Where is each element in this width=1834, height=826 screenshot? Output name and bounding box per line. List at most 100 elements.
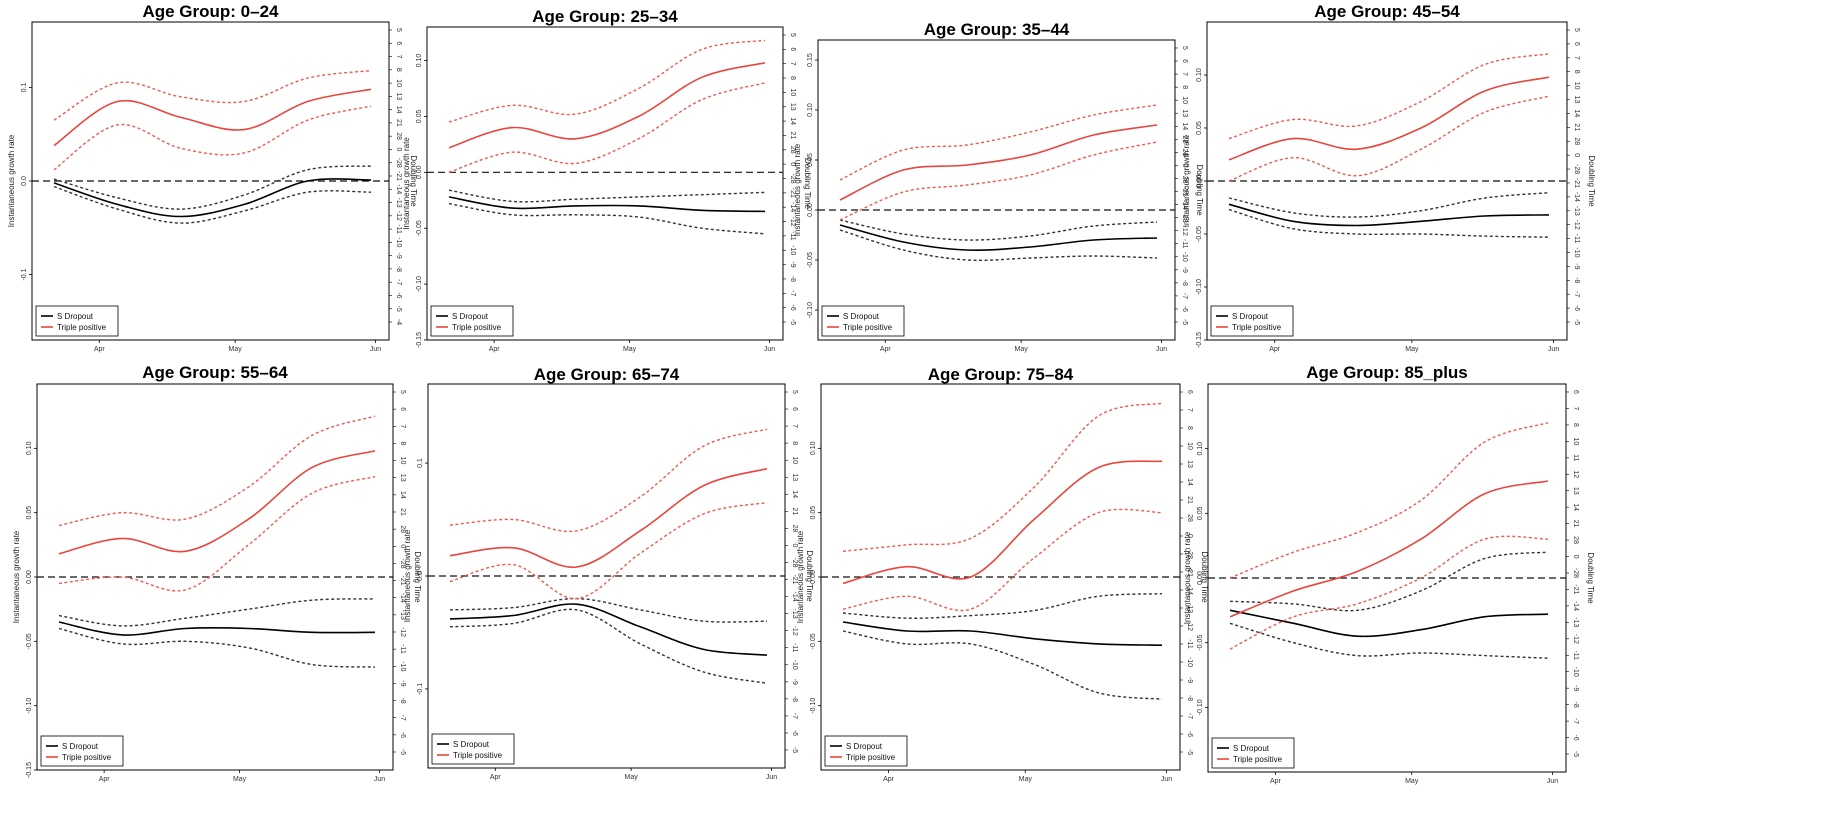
y2-tick-label: 7 xyxy=(395,55,402,59)
y2-tick-label: 28 xyxy=(399,525,406,533)
y2-tick-label: 21 xyxy=(789,132,796,140)
series-line xyxy=(842,460,1163,585)
y2-tick-label: -8 xyxy=(1186,695,1193,701)
legend-label: S Dropout xyxy=(846,742,883,751)
y2-tick-label: 13 xyxy=(395,92,402,100)
legend-box xyxy=(430,305,514,337)
legend-box xyxy=(821,305,905,337)
y2-tick-label: 0 xyxy=(1572,555,1579,559)
y2-tick-label: 10 xyxy=(1181,96,1188,104)
y2-tick-label: -14 xyxy=(791,592,798,602)
legend-box xyxy=(1211,737,1295,769)
series-ci-lower-line xyxy=(53,105,372,171)
legend-label: S Dropout xyxy=(62,742,99,751)
y2-tick-label: -14 xyxy=(1572,601,1579,611)
y2-axis-label: Doubling Time xyxy=(1586,552,1595,604)
y2-tick-label: -12 xyxy=(1181,226,1188,236)
y2-tick-label: -12 xyxy=(1186,621,1193,631)
series-ci-upper-line xyxy=(1228,192,1550,218)
y2-tick-label: -8 xyxy=(789,276,796,282)
series-ci-upper-line xyxy=(448,39,766,123)
y2-tick-label: -8 xyxy=(791,696,798,702)
y2-tick-label: 5 xyxy=(395,28,402,32)
y2-tick-label: -12 xyxy=(1572,634,1579,644)
y2-tick-label: -7 xyxy=(1181,293,1188,299)
x-tick-label: Jun xyxy=(1161,776,1172,783)
y2-tick-label: -7 xyxy=(791,713,798,719)
y2-tick-label: -28 xyxy=(395,158,402,168)
y2-tick-label: -11 xyxy=(1181,239,1188,249)
y2-tick-label: -14 xyxy=(1573,192,1580,202)
y2-tick-label: -6 xyxy=(1573,305,1580,311)
series-ci-upper-line xyxy=(1228,53,1550,140)
x-tick-label: Apr xyxy=(883,776,895,783)
y-tick-label: -0.05 xyxy=(1196,226,1203,242)
y2-tick-label: 7 xyxy=(1572,407,1579,411)
y2-tick-label: -7 xyxy=(399,715,406,721)
y2-tick-label: -13 xyxy=(1186,603,1193,613)
y2-tick-label: 14 xyxy=(399,491,406,499)
y-tick-label: 0.0 xyxy=(417,571,424,581)
series-ci-lower-line xyxy=(1228,95,1550,182)
y2-tick-label: -6 xyxy=(789,305,796,311)
y2-tick-label: -11 xyxy=(1573,234,1580,244)
y-axis-label: Instantaneous growth rate xyxy=(403,529,412,622)
y2-tick-label: -12 xyxy=(395,211,402,221)
y-axis-label: Instantaneous growth rate xyxy=(7,134,16,227)
series-ci-lower-line xyxy=(842,508,1163,612)
y2-tick-label: -28 xyxy=(789,173,796,183)
y-tick-label: -0.05 xyxy=(807,252,814,268)
y2-tick-label: 14 xyxy=(1572,503,1579,511)
y2-tick-label: -13 xyxy=(395,197,402,207)
legend-label: S Dropout xyxy=(57,312,94,321)
series-ci-upper-line xyxy=(842,402,1163,552)
y2-tick-label: 0 xyxy=(789,162,796,166)
y-tick-label: 0.00 xyxy=(1196,174,1203,188)
y2-tick-label: 13 xyxy=(1572,487,1579,495)
y2-tick-label: 7 xyxy=(1181,72,1188,76)
y2-tick-label: 0 xyxy=(399,544,406,548)
y2-tick-label: 21 xyxy=(1572,520,1579,528)
y2-tick-label: -7 xyxy=(1573,291,1580,297)
y2-tick-label: 14 xyxy=(789,117,796,125)
y2-tick-label: -13 xyxy=(1181,213,1188,223)
y-axis-label: Instantaneous growth rate xyxy=(1183,531,1192,624)
y2-tick-label: -6 xyxy=(1572,734,1579,740)
panel-frame xyxy=(817,39,1176,341)
y2-tick-label: 10 xyxy=(789,89,796,97)
y2-tick-label: -28 xyxy=(1572,568,1579,578)
y2-axis-label: Doubling Time xyxy=(1200,551,1209,603)
y2-tick-label: 14 xyxy=(791,490,798,498)
y2-tick-label: -21 xyxy=(791,574,798,584)
y2-tick-label: -12 xyxy=(789,216,796,226)
x-tick-label: May xyxy=(233,776,247,783)
y2-tick-label: 8 xyxy=(1572,423,1579,427)
legend-label: S Dropout xyxy=(1232,312,1269,321)
y-tick-label: 0.00 xyxy=(810,570,817,584)
y2-tick-label: 6 xyxy=(395,41,402,45)
y2-tick-label: -4 xyxy=(395,319,402,325)
y2-axis-label: Doubling Time xyxy=(1587,155,1596,207)
y2-tick-label: 13 xyxy=(1186,460,1193,468)
x-tick-label: May xyxy=(1019,776,1033,783)
y-tick-label: 0.15 xyxy=(807,53,814,67)
series-ci-lower-line xyxy=(448,202,766,235)
y2-tick-label: 0 xyxy=(1573,153,1580,157)
y-axis-label: Instantaneous growth rate xyxy=(1182,134,1191,227)
y2-tick-label: -5 xyxy=(1181,319,1188,325)
y2-tick-label: -10 xyxy=(789,245,796,255)
y2-tick-label: -14 xyxy=(1181,200,1188,210)
chart-panel: Age Group: 0–24 -0.1 0.0 0.1 Instantaneous g… xyxy=(7,2,418,353)
y-tick-label: 0.00 xyxy=(26,570,33,584)
y2-tick-label: -21 xyxy=(1181,186,1188,196)
series-line xyxy=(448,196,766,213)
legend-box xyxy=(40,735,124,767)
y2-tick-label: -9 xyxy=(789,261,796,267)
y2-tick-label: -11 xyxy=(395,224,402,234)
y2-tick-label: 14 xyxy=(1186,478,1193,486)
series-line xyxy=(53,88,372,147)
y-axis-label: Instantaneous growth rate xyxy=(12,530,21,623)
legend-label: Triple positive xyxy=(62,753,112,762)
legend-label: S Dropout xyxy=(843,312,880,321)
y2-tick-label: -21 xyxy=(395,171,402,181)
